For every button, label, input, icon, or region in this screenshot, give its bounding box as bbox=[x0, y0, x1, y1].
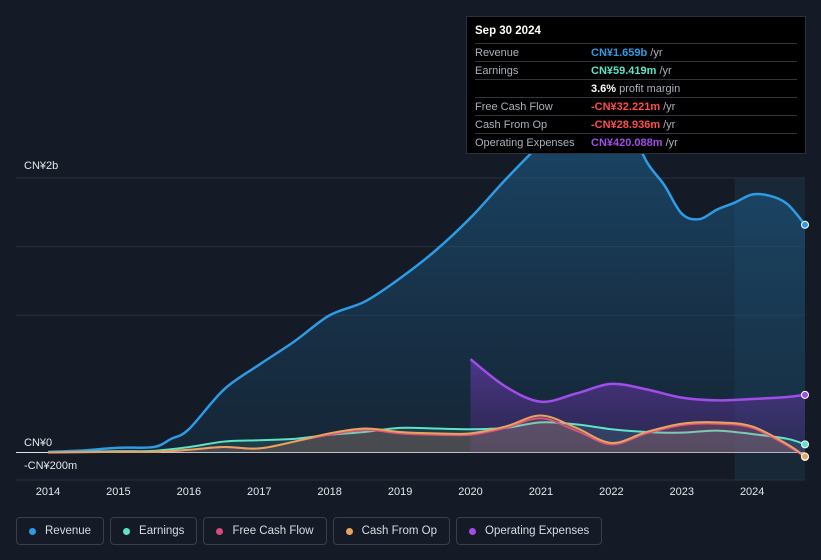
legend: Revenue Earnings Free Cash Flow Cash From O… bbox=[16, 517, 603, 545]
legend-item-free-cash-flow[interactable]: Free Cash Flow bbox=[203, 517, 327, 545]
legend-item-operating-expenses[interactable]: Operating Expenses bbox=[456, 517, 603, 545]
operating-expenses-line bbox=[469, 358, 806, 404]
tooltip-row-unit: /yr bbox=[650, 46, 663, 59]
y-axis-label-zero: CN¥0 bbox=[24, 437, 53, 449]
tooltip-row: Earnings CN¥59.419m/yr bbox=[475, 62, 797, 80]
tooltip-row-label: Operating Expenses bbox=[475, 136, 575, 149]
tooltip-row-value: -CN¥32.221m bbox=[591, 100, 661, 113]
tooltip: Sep 30 2024 Revenue CN¥1.659b/yr Earnings C… bbox=[466, 16, 806, 154]
x-tick-label: 2022 bbox=[599, 486, 623, 498]
x-tick-label: 2014 bbox=[36, 486, 60, 498]
tooltip-row-value: 3.6% bbox=[591, 82, 617, 95]
x-tick-label: 2020 bbox=[458, 486, 482, 498]
tooltip-row-label: Revenue bbox=[475, 46, 520, 59]
cash-from-op-end-point bbox=[801, 452, 809, 461]
y-axis-label-bottom: -CN¥200m bbox=[24, 460, 78, 472]
legend-label: Free Cash Flow bbox=[232, 525, 314, 537]
legend-label: Operating Expenses bbox=[485, 525, 590, 537]
legend-label: Earnings bbox=[139, 525, 185, 537]
earnings-end-point bbox=[801, 440, 809, 449]
tooltip-row: Cash From Op -CN¥28.936m/yr bbox=[475, 116, 797, 134]
legend-dot-icon bbox=[216, 527, 224, 535]
earnings-line bbox=[47, 421, 806, 454]
legend-dot-icon bbox=[29, 527, 36, 535]
y-axis-label-top: CN¥2b bbox=[24, 160, 59, 172]
cash-from-op-area bbox=[48, 415, 805, 457]
legend-dot-icon bbox=[469, 527, 477, 535]
cash-from-op-line bbox=[47, 414, 806, 458]
tooltip-row-unit: /yr bbox=[663, 118, 676, 131]
tooltip-row: Free Cash Flow -CN¥32.221m/yr bbox=[475, 98, 797, 116]
x-tick-label: 2017 bbox=[247, 486, 271, 498]
free-cash-flow-area bbox=[48, 418, 805, 457]
legend-item-earnings[interactable]: Earnings bbox=[110, 517, 198, 545]
tooltip-row-label: Free Cash Flow bbox=[475, 100, 553, 113]
tooltip-row-value: CN¥59.419m bbox=[591, 64, 657, 77]
tooltip-row: Operating Expenses CN¥420.088m/yr bbox=[475, 134, 797, 151]
x-tick-label: 2018 bbox=[317, 486, 341, 498]
legend-dot-icon bbox=[345, 527, 353, 535]
tooltip-row-value: -CN¥28.936m bbox=[591, 118, 661, 131]
tooltip-row-unit: /yr bbox=[663, 100, 676, 113]
tooltip-date: Sep 30 2024 bbox=[475, 23, 797, 44]
tooltip-row: Revenue CN¥1.659b/yr bbox=[475, 44, 797, 62]
tooltip-row-unit: /yr bbox=[659, 64, 672, 77]
legend-dot-icon bbox=[123, 527, 131, 535]
legend-item-cash-from-op[interactable]: Cash From Op bbox=[332, 517, 451, 545]
legend-label: Revenue bbox=[45, 525, 92, 537]
tooltip-row-unit: profit margin bbox=[619, 82, 681, 95]
x-tick-label: 2015 bbox=[106, 486, 130, 498]
operating-expenses-end-point bbox=[801, 390, 809, 399]
tooltip-row-value: CN¥1.659b bbox=[591, 46, 648, 59]
legend-item-revenue[interactable]: Revenue bbox=[16, 517, 105, 545]
tooltip-row-label: Cash From Op bbox=[475, 118, 548, 131]
tooltip-row-label: Earnings bbox=[475, 64, 519, 77]
tooltip-row: 3.6% profit margin bbox=[475, 80, 797, 98]
x-tick-label: 2021 bbox=[529, 486, 553, 498]
x-tick-label: 2024 bbox=[740, 486, 764, 498]
revenue-area bbox=[48, 93, 805, 453]
x-tick-label: 2016 bbox=[177, 486, 201, 498]
tooltip-row-value: CN¥420.088m bbox=[591, 136, 663, 149]
tooltip-row-unit: /yr bbox=[665, 136, 678, 149]
x-tick-label: 2019 bbox=[388, 486, 412, 498]
x-tick-label: 2023 bbox=[670, 486, 694, 498]
revenue-end-point bbox=[801, 220, 809, 229]
legend-label: Cash From Op bbox=[361, 525, 438, 537]
operating-expenses-area bbox=[470, 359, 805, 453]
revenue-line bbox=[47, 92, 806, 454]
